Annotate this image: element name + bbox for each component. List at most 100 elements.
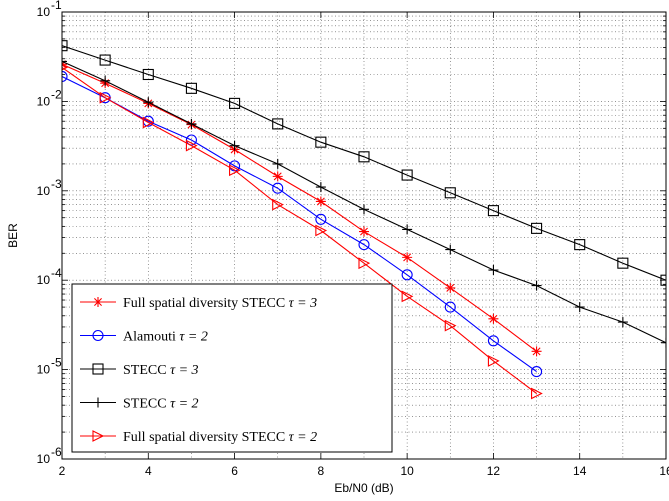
x-tick-label: 8: [318, 464, 325, 478]
y-tick-label-exponent: -3: [51, 177, 62, 191]
data-point-triangle: [315, 224, 328, 237]
data-point-circle: [401, 269, 413, 281]
series-line: [62, 45, 666, 281]
legend-label-math: τ = 2: [179, 330, 207, 345]
y-tick-label-exponent: -2: [51, 87, 62, 101]
data-point-square: [401, 169, 413, 181]
data-point-circle: [62, 70, 68, 83]
data-point-square: [617, 257, 629, 269]
data-point-triangle: [531, 387, 543, 400]
data-point-plus: [661, 337, 666, 348]
legend-entry: Full spatial diversity STECC τ = 3: [80, 296, 317, 311]
data-point-plus: [186, 118, 197, 129]
data-point-plus: [143, 97, 154, 108]
x-axis-label: Eb/N0 (dB): [334, 481, 393, 495]
data-point-plus: [531, 280, 542, 291]
data-point-asterisk: [445, 282, 456, 293]
data-point-square: [99, 54, 111, 66]
data-point-circle: [531, 366, 543, 378]
legend-label-math: τ = 3: [170, 363, 198, 378]
legend-label-text: Alamouti: [123, 330, 179, 345]
x-tick-label: 10: [400, 464, 414, 478]
data-point-triangle: [401, 290, 414, 303]
data-point-circle: [444, 301, 456, 313]
legend-label: STECC τ = 2: [123, 397, 199, 412]
x-tick-label: 4: [145, 464, 152, 478]
series-line: [62, 63, 537, 352]
legend-entry: Alamouti τ = 2: [80, 330, 208, 345]
series-5: [62, 64, 543, 400]
data-point-asterisk: [272, 171, 283, 182]
y-tick-label-exponent: -1: [51, 0, 62, 12]
data-point-circle: [358, 239, 370, 251]
y-tick-label: 10: [37, 94, 51, 108]
y-tick-label: 10: [37, 5, 51, 19]
data-point-square: [62, 40, 68, 52]
data-point-triangle: [444, 319, 457, 332]
data-point-circle: [272, 182, 284, 194]
legend-label: Alamouti τ = 2: [123, 330, 208, 345]
data-point-plus: [574, 302, 585, 313]
data-point-square: [272, 118, 284, 130]
legend-label: Full spatial diversity STECC τ = 3: [123, 296, 317, 311]
y-tick-label-exponent: -6: [51, 445, 62, 459]
legend-label-math: τ = 2: [289, 430, 317, 445]
legend-entry: STECC τ = 3: [80, 363, 199, 378]
y-tick-label-exponent: -4: [51, 266, 62, 280]
data-point-square: [315, 136, 327, 148]
x-tick-label: 2: [59, 464, 66, 478]
legend-label-text: Full spatial diversity STECC: [123, 296, 289, 311]
data-point-square: [229, 97, 241, 109]
y-tick-label: 10: [37, 184, 51, 198]
data-point-plus: [93, 397, 103, 408]
y-tick-label-exponent: -5: [51, 356, 62, 370]
data-point-square: [185, 82, 197, 94]
x-tick-label: 16: [659, 464, 669, 478]
data-point-plus: [359, 204, 369, 215]
series-layer: [62, 40, 666, 400]
data-point-asterisk: [488, 313, 499, 324]
data-point-square: [444, 187, 456, 199]
data-point-square: [142, 68, 154, 81]
legend-box: [71, 283, 393, 453]
data-point-circle: [487, 335, 499, 347]
legend-entry: Full spatial diversity STECC τ = 2: [80, 430, 317, 445]
data-point-triangle: [92, 430, 105, 442]
legend-label-math: τ = 3: [289, 296, 317, 311]
data-point-plus: [617, 317, 628, 328]
data-point-triangle: [487, 355, 500, 367]
y-tick-label: 10: [37, 273, 51, 287]
x-tick-label: 14: [573, 464, 587, 478]
data-point-plus: [100, 75, 111, 86]
data-point-square: [487, 205, 499, 217]
legend-label-math: τ = 2: [170, 397, 198, 412]
series-line: [62, 66, 537, 394]
data-point-triangle: [229, 164, 241, 177]
data-point-plus: [62, 56, 67, 67]
plot-frame: [61, 11, 667, 460]
data-point-asterisk: [531, 346, 542, 357]
data-point-triangle: [272, 198, 284, 211]
data-point-triangle: [142, 116, 155, 129]
data-point-circle: [92, 329, 104, 342]
data-point-asterisk: [402, 252, 413, 263]
series-line: [62, 76, 537, 373]
data-point-plus: [402, 224, 413, 235]
data-point-asterisk: [93, 297, 103, 307]
legend-label-text: Full spatial diversity STECC: [123, 430, 289, 445]
data-point-square: [358, 151, 370, 163]
legend-label: STECC τ = 3: [123, 363, 199, 378]
tick-labels: 24681012141610-610-510-410-310-210-1: [37, 0, 669, 478]
legend: Full spatial diversity STECC τ = 3 Alamou…: [71, 283, 393, 453]
data-point-plus: [488, 265, 499, 276]
data-point-asterisk: [359, 226, 369, 237]
data-point-triangle: [99, 91, 112, 104]
data-point-square: [92, 363, 104, 375]
series-4: [62, 56, 666, 348]
legend-entry: STECC τ = 2: [80, 397, 199, 412]
ticks: [61, 12, 667, 460]
data-point-plus: [445, 244, 456, 255]
x-tick-label: 12: [487, 464, 501, 478]
legend-label: Full spatial diversity STECC τ = 2: [123, 430, 317, 445]
data-point-square: [531, 222, 543, 234]
